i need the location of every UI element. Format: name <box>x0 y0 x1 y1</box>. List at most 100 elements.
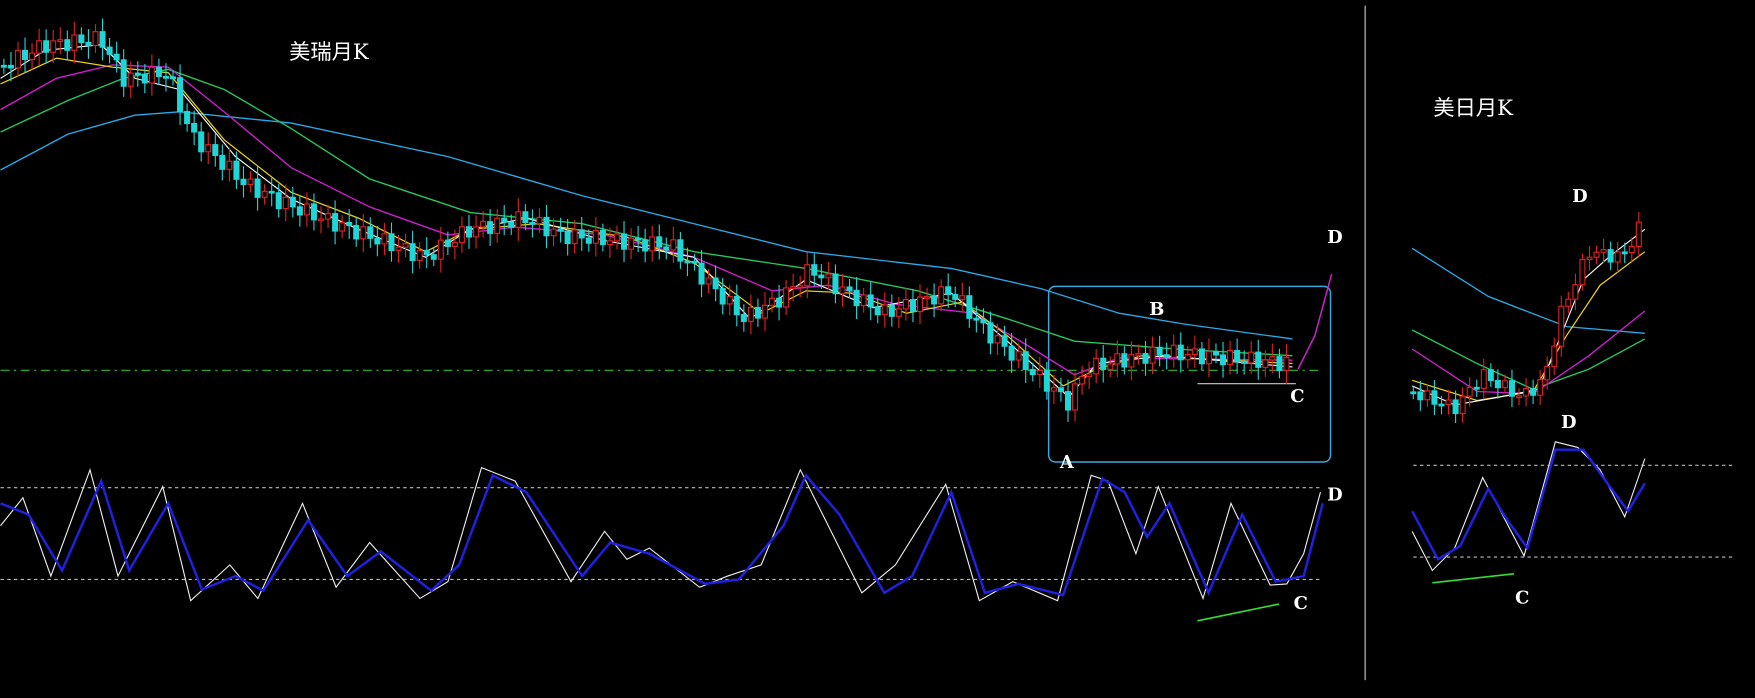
candle-part <box>1424 390 1431 401</box>
candle-part <box>924 296 931 299</box>
candle-part <box>684 260 691 264</box>
annotation: C <box>1515 587 1529 608</box>
candle-part <box>36 40 43 54</box>
candle-part <box>860 294 867 307</box>
candle-part <box>29 52 36 61</box>
candle-part <box>289 196 296 208</box>
candle-part <box>465 226 473 238</box>
candle-part <box>71 34 78 51</box>
candles <box>0 18 1642 424</box>
candle-part <box>761 304 768 319</box>
candle-part <box>599 229 606 246</box>
candle-part <box>1607 249 1614 263</box>
candle-part <box>663 246 670 251</box>
candle-part <box>480 221 487 228</box>
candle-part <box>303 203 310 216</box>
candle-part <box>1036 369 1043 376</box>
candle-part <box>113 53 120 61</box>
candle-part <box>529 221 536 225</box>
candle-part <box>212 144 219 157</box>
candle-part <box>1135 353 1142 356</box>
candle-part <box>952 293 959 300</box>
candle-part <box>783 287 790 308</box>
candle-part <box>0 64 7 68</box>
candle-part <box>1551 345 1558 367</box>
candle-part <box>458 226 465 244</box>
candle-part <box>1269 356 1276 361</box>
candle-part <box>240 178 247 185</box>
candle-part <box>1459 395 1466 415</box>
candle-part <box>1544 365 1551 381</box>
candle-part <box>853 289 860 307</box>
oscillator-signal <box>0 473 1324 597</box>
candle-part <box>155 66 162 78</box>
candle-part <box>768 297 776 306</box>
candle-part <box>705 277 712 285</box>
candle-part <box>740 314 747 322</box>
candle-part <box>747 306 754 322</box>
candle-part <box>451 241 458 247</box>
candle-part <box>592 229 599 244</box>
candle-part <box>177 77 184 113</box>
candle-part <box>811 264 818 276</box>
candle-part <box>1523 388 1530 397</box>
candle-part <box>1121 353 1128 368</box>
panel-title: 美瑞月K <box>289 40 370 65</box>
candle-part <box>635 237 642 241</box>
candle-part <box>846 286 853 291</box>
candle-part <box>1466 386 1473 397</box>
candle-part <box>832 273 839 295</box>
candle-part <box>226 160 233 170</box>
candle-part <box>1515 395 1523 399</box>
candle-part <box>1262 359 1269 368</box>
candle-part <box>1072 383 1079 411</box>
candle-part <box>909 299 916 313</box>
candle-part <box>987 322 994 344</box>
candle-part <box>1586 256 1593 260</box>
candle-part <box>296 206 303 216</box>
candle-part <box>1283 356 1290 372</box>
candle-part <box>867 294 874 308</box>
candle-part <box>1452 399 1459 415</box>
candle-part <box>374 237 381 245</box>
candle-part <box>1579 258 1586 286</box>
candle-part <box>275 192 282 210</box>
divergence-line <box>1197 603 1280 622</box>
candle-part <box>1107 363 1114 370</box>
candle-part <box>1431 390 1438 405</box>
candle-part <box>1565 298 1572 307</box>
candle-part <box>1600 249 1607 253</box>
candle-part <box>317 218 325 222</box>
candle-part <box>388 233 395 252</box>
candle-part <box>1501 380 1508 389</box>
panel-title: 美日月K <box>1433 96 1514 121</box>
ma-line <box>0 44 1293 398</box>
candle-part <box>437 239 444 260</box>
candle-part <box>874 306 881 316</box>
candle-part <box>945 286 952 296</box>
candle-part <box>1417 391 1424 401</box>
candle-part <box>141 73 148 84</box>
candle-part <box>1170 344 1177 358</box>
candle-part <box>994 335 1001 344</box>
candle-part <box>162 75 169 79</box>
candle-part <box>839 286 846 295</box>
candle-part <box>1635 221 1642 248</box>
candle-part <box>22 49 29 61</box>
candle-part <box>1410 391 1417 395</box>
annotation: D <box>1572 186 1588 207</box>
candle-part <box>1177 344 1184 361</box>
candle-part <box>980 318 987 324</box>
ma-line <box>0 111 1293 340</box>
candle-part <box>310 203 317 221</box>
candle-part <box>1114 353 1121 365</box>
candle-part <box>487 221 494 234</box>
candle-part <box>1156 346 1163 356</box>
candle-part <box>931 296 938 305</box>
candle-part <box>1100 357 1107 370</box>
candle-part <box>1572 284 1579 300</box>
candle-part <box>797 285 804 289</box>
candle-part <box>14 49 21 69</box>
candle-part <box>1220 354 1227 366</box>
